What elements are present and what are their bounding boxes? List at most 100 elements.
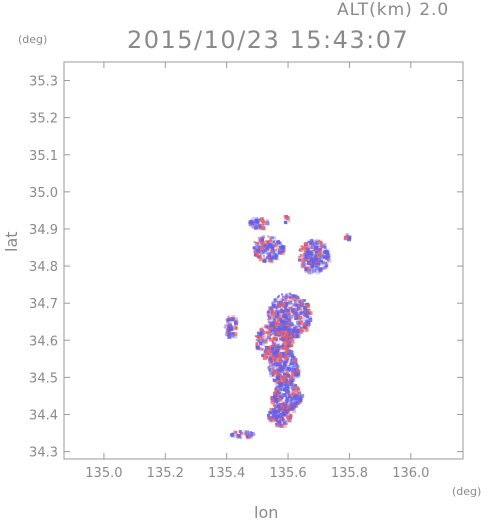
- echo-cell: [291, 383, 296, 387]
- echo-cell: [274, 381, 279, 385]
- echo-cell: [261, 348, 264, 351]
- echo-cell: [284, 395, 287, 398]
- echo-cell: [278, 405, 283, 410]
- echo-cell: [268, 414, 271, 417]
- echo-cell: [294, 386, 299, 391]
- echo-cell: [284, 399, 287, 402]
- echo-cell: [270, 259, 274, 263]
- echo-cell: [277, 327, 280, 329]
- echo-cell: [292, 409, 296, 413]
- echo-cell: [283, 421, 286, 425]
- echo-cell: [255, 335, 257, 338]
- echo-cell: [292, 324, 296, 328]
- echo-cell: [289, 305, 294, 310]
- echo-cell: [279, 364, 282, 366]
- echo-cell: [281, 359, 284, 362]
- echo-cell: [244, 430, 249, 435]
- echo-cell: [294, 405, 297, 408]
- echo-cell: [297, 390, 301, 394]
- echo-cell: [266, 310, 270, 314]
- echo-cell: [315, 270, 320, 275]
- echo-cell: [285, 293, 288, 296]
- echo-cell: [276, 409, 281, 414]
- echo-cell: [293, 356, 296, 360]
- echo-cell: [306, 315, 310, 319]
- echo-cell: [277, 415, 281, 419]
- echo-cell: [283, 362, 288, 366]
- echo-cell: [296, 395, 300, 399]
- echo-cell: [292, 360, 296, 364]
- echo-cell: [288, 292, 292, 296]
- echo-cell: [287, 411, 291, 415]
- echo-cell: [274, 350, 278, 354]
- echo-cell: [274, 358, 279, 363]
- echo-cell: [294, 316, 297, 319]
- echo-cell: [276, 380, 280, 384]
- echo-cell: [289, 296, 291, 299]
- echo-cell: [298, 307, 302, 311]
- echo-cell: [273, 362, 277, 366]
- echo-cell: [233, 430, 237, 434]
- echo-cell: [263, 258, 268, 263]
- echo-cell: [314, 243, 317, 246]
- echo-cell: [260, 246, 264, 250]
- echo-cell: [287, 353, 289, 356]
- echo-cell: [240, 431, 244, 435]
- echo-cell: [323, 249, 327, 253]
- echo-cell: [287, 374, 290, 377]
- echo-cell: [269, 362, 274, 367]
- echo-cell: [268, 368, 272, 372]
- echo-cell: [284, 372, 288, 376]
- echo-cell: [283, 345, 288, 350]
- echo-cell: [246, 433, 249, 436]
- echo-cell: [299, 298, 304, 303]
- echo-cell: [285, 356, 290, 361]
- echo-cell: [277, 359, 281, 363]
- echo-cell: [276, 349, 280, 353]
- echo-cell: [278, 405, 281, 408]
- echo-cell: [262, 333, 265, 336]
- echo-cell: [264, 345, 267, 348]
- x-tick-label: 135.4: [208, 466, 245, 481]
- echo-cell: [252, 220, 256, 223]
- echo-cell: [289, 378, 291, 381]
- echo-cell: [276, 311, 280, 315]
- echo-cell: [266, 349, 271, 354]
- echo-cell: [283, 337, 288, 342]
- echo-cell: [289, 404, 294, 409]
- echo-cell: [268, 306, 273, 311]
- echo-cell: [230, 332, 234, 336]
- echo-cell: [253, 254, 256, 256]
- echo-cell: [273, 351, 278, 356]
- echo-cell: [270, 327, 274, 330]
- echo-cell: [285, 415, 290, 420]
- echo-cell: [278, 356, 281, 358]
- echo-cell: [235, 319, 239, 324]
- echo-cell: [325, 261, 328, 264]
- echo-cell: [307, 267, 312, 272]
- echo-cell: [278, 420, 282, 424]
- echo-cell: [259, 226, 264, 230]
- echo-cell: [315, 266, 320, 271]
- echo-cell: [290, 384, 294, 388]
- echo-cell: [272, 378, 275, 381]
- echo-cell: [267, 362, 270, 364]
- echo-cell: [292, 354, 295, 357]
- echo-cell: [287, 334, 290, 337]
- echo-cell: [272, 312, 276, 315]
- echo-cell: [323, 246, 327, 250]
- echo-cell: [234, 320, 238, 324]
- echo-cell: [277, 372, 281, 376]
- echo-cell: [283, 418, 286, 421]
- echo-cell: [279, 337, 283, 341]
- echo-cell: [270, 317, 273, 320]
- echo-cell: [265, 345, 269, 349]
- echo-cell: [268, 321, 271, 324]
- echo-cell: [284, 370, 289, 374]
- echo-cell: [250, 218, 253, 221]
- echo-cell: [315, 248, 320, 253]
- echo-cell: [274, 389, 277, 392]
- echo-cell: [274, 327, 279, 332]
- echo-cell: [302, 299, 306, 303]
- echo-cell: [229, 318, 234, 323]
